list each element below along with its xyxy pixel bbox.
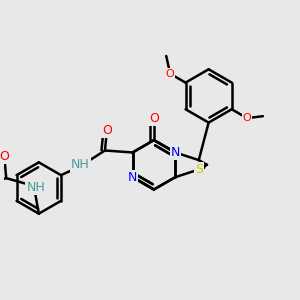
Text: N: N xyxy=(171,146,180,159)
Text: O: O xyxy=(149,112,159,125)
Text: S: S xyxy=(195,163,203,176)
Text: N: N xyxy=(128,171,137,184)
Text: O: O xyxy=(243,113,251,123)
Text: O: O xyxy=(166,69,175,79)
Text: O: O xyxy=(0,150,9,163)
Text: O: O xyxy=(102,124,112,137)
Text: NH: NH xyxy=(26,182,45,194)
Text: NH: NH xyxy=(71,158,90,171)
